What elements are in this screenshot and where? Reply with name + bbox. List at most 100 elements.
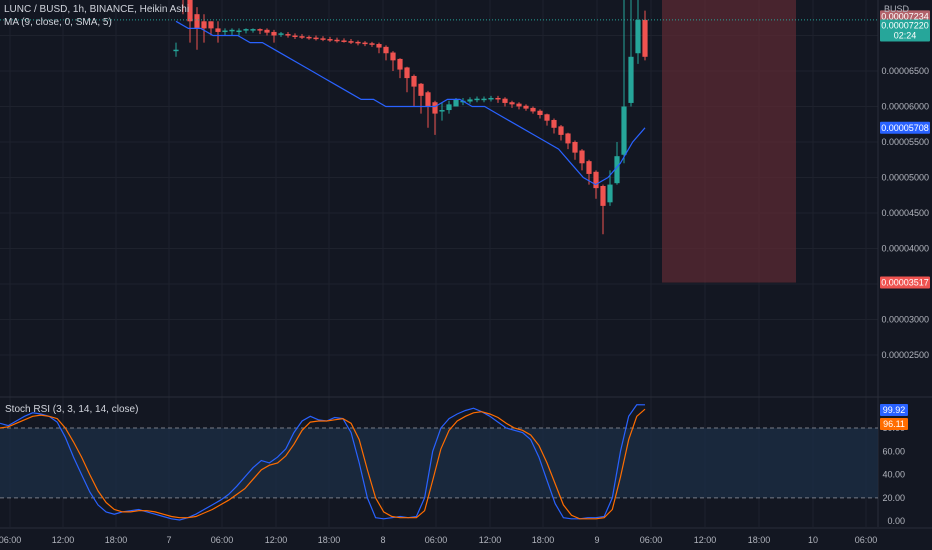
candle-body <box>271 31 277 36</box>
candle-body <box>327 39 333 41</box>
stoch-rsi-legend: Stoch RSI (3, 3, 14, 14, close) <box>5 404 139 415</box>
candle-body <box>551 119 557 128</box>
candle-body <box>173 49 179 52</box>
price-badge-label: 0.00005708 <box>881 123 929 133</box>
candle-body <box>607 184 613 203</box>
x-tick-label: 06:00 <box>640 535 663 545</box>
candle-body <box>215 28 221 32</box>
x-tick-label: 18:00 <box>105 535 128 545</box>
candle-body <box>257 29 263 31</box>
price-badge-label: 0.00007220 <box>881 21 929 31</box>
x-tick-label: 06:00 <box>855 535 878 545</box>
candle-body <box>509 102 515 105</box>
candle-body <box>642 19 648 57</box>
x-tick-label: 12:00 <box>52 535 75 545</box>
quote-currency-label: BUSD <box>884 4 910 14</box>
candle-body <box>628 56 634 103</box>
candle-body <box>236 30 242 33</box>
x-tick-label: 12:00 <box>694 535 717 545</box>
x-tick-label: 18:00 <box>748 535 771 545</box>
candle-body <box>320 38 326 40</box>
x-tick-label: 12:00 <box>479 535 502 545</box>
price-badge-label: 02:24 <box>894 30 917 40</box>
candle-body <box>621 106 627 155</box>
candle-body <box>208 21 214 29</box>
price-badge <box>880 10 930 23</box>
candle-body <box>187 0 193 22</box>
candle-body <box>404 67 410 79</box>
ma-line <box>175 20 646 186</box>
x-tick-label: 18:00 <box>532 535 555 545</box>
candle-body <box>348 41 354 43</box>
chart-title: LUNC / BUSD, 1h, BINANCE, Heikin Ashi <box>4 4 190 15</box>
candle-body <box>488 97 494 100</box>
x-tick-label: 06:00 <box>0 535 21 545</box>
candle-body <box>432 102 438 114</box>
candle-body <box>453 99 459 107</box>
candle-body <box>614 156 620 184</box>
candle-body <box>593 171 599 189</box>
candle-body <box>425 92 431 107</box>
price-badge <box>880 29 930 42</box>
candle-body <box>397 58 403 70</box>
y-tick-label: 0.00005000 <box>881 172 929 182</box>
candle-body <box>572 141 578 153</box>
candle-body <box>544 114 550 121</box>
y-tick-label: 0.00006500 <box>881 66 929 76</box>
y-tick-label: 0.00002500 <box>881 350 929 360</box>
candle-body <box>439 110 445 112</box>
y-tick-label: 0.00006000 <box>881 101 929 111</box>
candle-body <box>306 36 312 39</box>
stoch-d-line <box>0 408 646 520</box>
candle-body <box>222 30 228 33</box>
y-tick-label: 0.00004000 <box>881 243 929 253</box>
y-tick-label: 0.00004500 <box>881 208 929 218</box>
y-tick-label: 0.00005500 <box>881 137 929 147</box>
candle-body <box>446 104 452 111</box>
x-tick-label: 8 <box>380 535 385 545</box>
candle-body <box>474 98 480 101</box>
candle-body <box>516 103 522 107</box>
candle-body <box>579 150 585 164</box>
candle-body <box>334 39 340 42</box>
candle-body <box>411 75 417 87</box>
y-tick-label: 0.00003000 <box>881 314 929 324</box>
candle-body <box>523 105 529 109</box>
stoch-badge <box>880 418 908 430</box>
price-badge-label: 0.00007234 <box>881 11 929 21</box>
stoch-y-tick-label: 40.00 <box>882 470 905 480</box>
short-position-zone <box>662 0 796 283</box>
candle-body <box>194 14 200 29</box>
candle-body <box>264 29 270 33</box>
x-tick-label: 7 <box>166 535 171 545</box>
ma-legend: MA (9, close, 0, SMA, 5) <box>4 17 112 28</box>
price-badge <box>880 121 930 134</box>
candle-body <box>530 107 536 112</box>
candle-body <box>292 35 298 37</box>
candle-body <box>600 185 606 206</box>
candle-body <box>376 44 382 48</box>
x-tick-label: 06:00 <box>211 535 234 545</box>
candle-body <box>558 126 564 135</box>
candle-body <box>229 29 235 32</box>
candle-body <box>278 33 284 35</box>
candle-body <box>383 46 389 54</box>
stoch-band <box>0 427 878 498</box>
candle-body <box>285 34 291 36</box>
candle-body <box>341 40 347 42</box>
candle-body <box>201 21 207 29</box>
stoch-badge <box>880 404 908 416</box>
candle-body <box>362 42 368 45</box>
candle-body <box>369 43 375 45</box>
candle-body <box>565 133 571 144</box>
candle-body <box>313 37 319 40</box>
x-tick-label: 12:00 <box>265 535 288 545</box>
stoch-badge-label: 99.92 <box>883 405 906 415</box>
candle-body <box>495 97 501 100</box>
candle-body <box>418 83 424 96</box>
stoch-y-tick-label: 20.00 <box>882 493 905 503</box>
price-badge-label: 0.00003517 <box>881 278 929 288</box>
candle-body <box>355 41 361 44</box>
x-tick-label: 06:00 <box>425 535 448 545</box>
